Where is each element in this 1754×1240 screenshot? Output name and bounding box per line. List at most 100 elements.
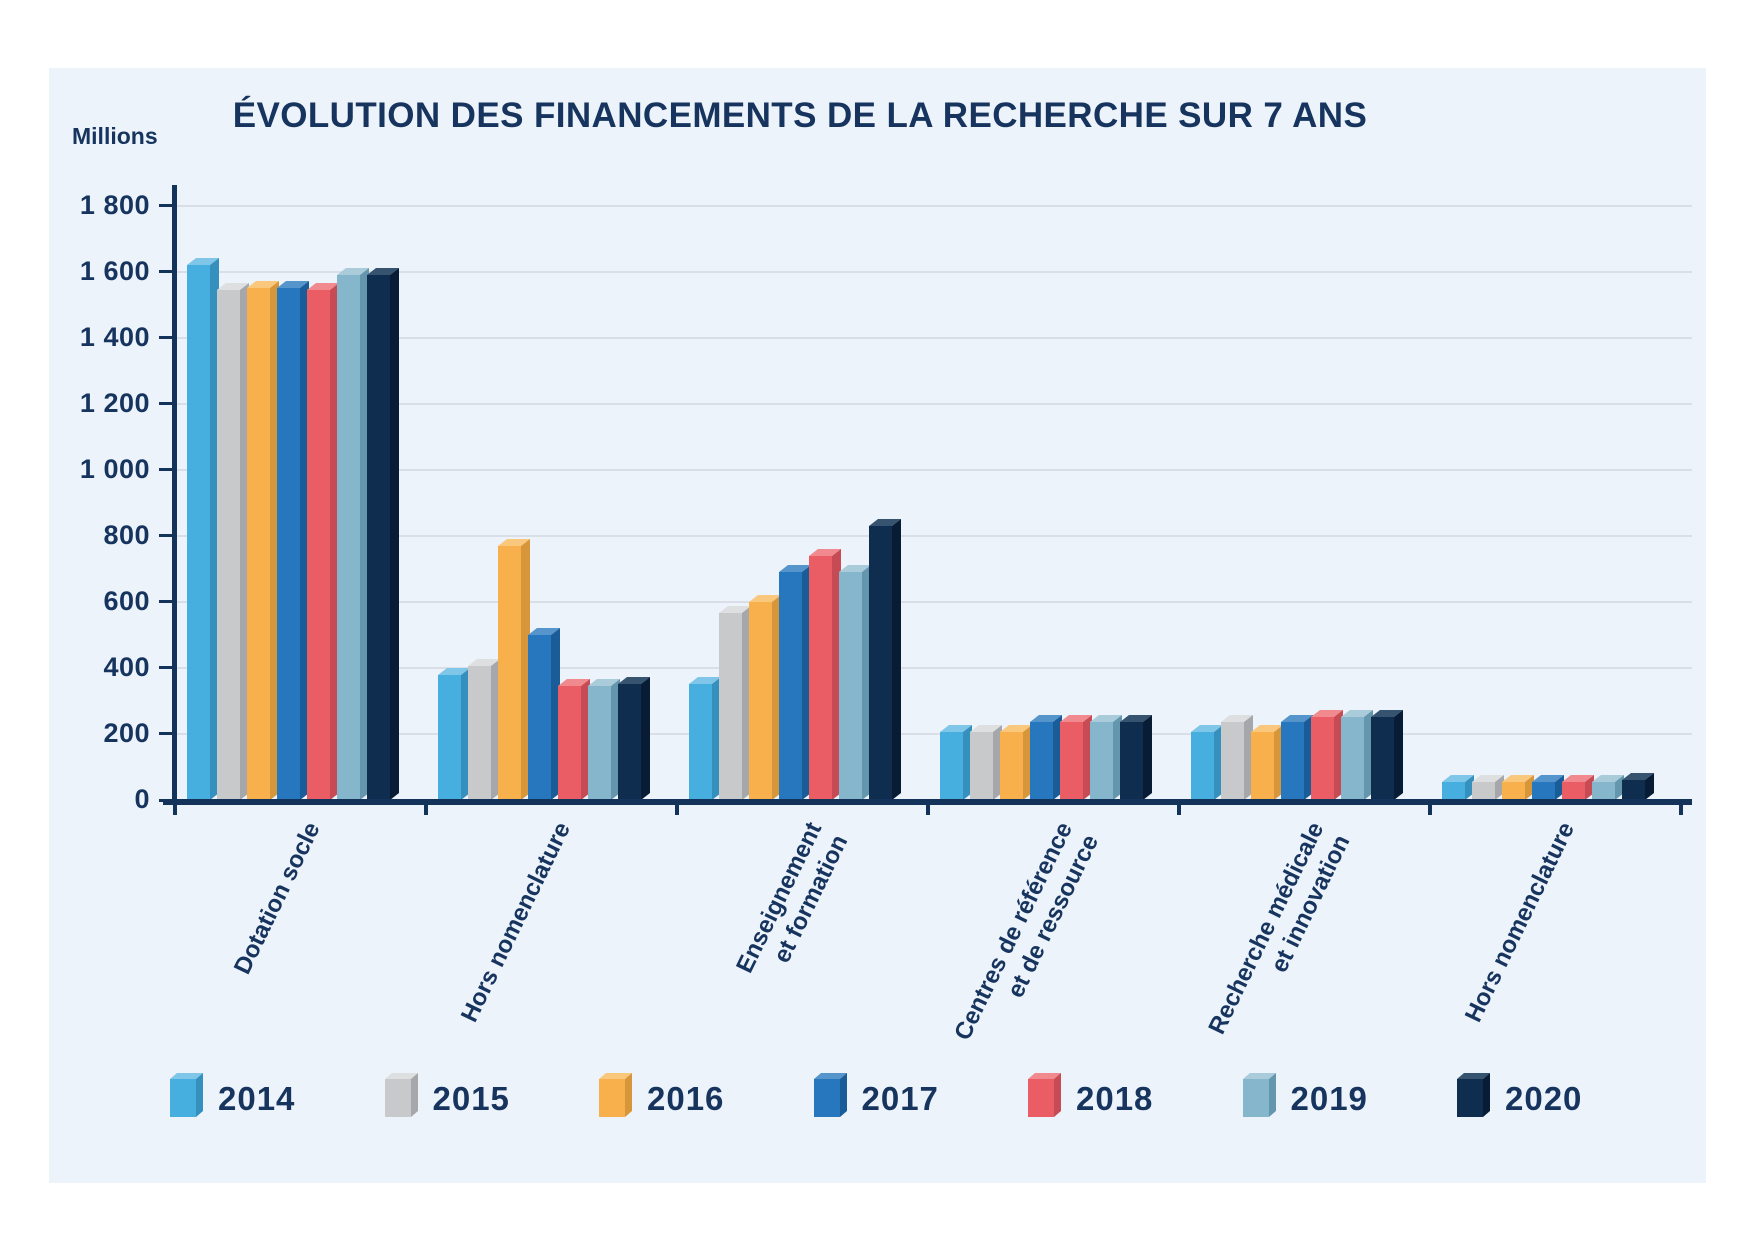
gridline <box>172 204 1692 207</box>
bar-2020-side-face <box>892 519 901 800</box>
bar-2019-front-face <box>839 572 862 800</box>
bar-2014-front-face <box>689 684 712 800</box>
y-tick-label: 1 800 <box>79 189 150 220</box>
y-axis-line <box>172 185 177 805</box>
gridline <box>172 336 1692 339</box>
y-axis-tick <box>159 402 172 406</box>
legend-swatch-2016 <box>599 1072 639 1124</box>
x-category-label: Hors nomenclature <box>1460 818 1581 1027</box>
bar-2019-front-face <box>1592 782 1615 800</box>
legend-label: 2016 <box>647 1080 725 1117</box>
bar-2016-front-face <box>1000 732 1023 800</box>
legend-swatch-2014-side-face <box>196 1073 203 1117</box>
legend-swatch-2016-side-face <box>625 1073 632 1117</box>
legend-swatch-2020-side-face <box>1483 1073 1490 1117</box>
bar-2017-front-face <box>779 572 802 800</box>
legend-swatch-2020 <box>1457 1072 1497 1124</box>
bar-2020-front-face <box>1371 717 1394 800</box>
bar-2017-front-face <box>1281 722 1304 800</box>
bar-2015-front-face <box>468 666 491 800</box>
legend-swatch-2018-front-face <box>1028 1079 1054 1117</box>
bar-2019-front-face <box>588 686 611 800</box>
bar-2014-front-face <box>940 732 963 800</box>
legend-swatch-2019-side-face <box>1268 1073 1276 1117</box>
legend-item-2019: 2019 <box>1242 1072 1453 1128</box>
bar-2015-front-face <box>217 290 240 800</box>
bar-2020-side-face <box>1394 710 1403 800</box>
y-tick-label: 400 <box>103 651 150 682</box>
legend-swatch-2015-side-face <box>410 1073 418 1117</box>
bar-2014-front-face <box>187 265 210 800</box>
x-axis-tick <box>675 799 679 815</box>
legend-swatch-2019 <box>1242 1072 1283 1124</box>
gridline <box>172 732 1692 735</box>
y-tick-label: 1 600 <box>79 255 150 286</box>
bar-2015-front-face <box>970 732 993 800</box>
bar-2018-front-face <box>307 290 330 800</box>
x-category-label: Hors nomenclature <box>456 818 577 1027</box>
bar-2020-front-face <box>367 275 390 800</box>
legend-swatch-2017-side-face <box>839 1073 847 1117</box>
bar-2020-side-face <box>390 268 399 801</box>
bar-2020-side-face <box>641 677 650 800</box>
x-category-label: Enseignement et formation <box>731 818 854 978</box>
bar-2014-front-face <box>1442 782 1465 800</box>
x-category-label: Recherche médicale et innovation <box>1203 818 1356 1039</box>
bar-2019-front-face <box>1090 722 1113 800</box>
x-axis-tick <box>1428 799 1432 815</box>
gridline <box>172 468 1692 471</box>
y-tick-label: 800 <box>103 519 150 550</box>
legend-swatch-2014-front-face <box>170 1079 196 1117</box>
legend-swatch-2020-front-face <box>1457 1079 1483 1117</box>
legend-swatch-2019-front-face <box>1242 1079 1269 1117</box>
bar-2017-front-face <box>528 635 551 800</box>
legend-item-2017: 2017 <box>813 1072 1024 1128</box>
y-tick-label: 200 <box>103 717 150 748</box>
gridline <box>172 666 1692 669</box>
bar-2015-front-face <box>719 613 742 800</box>
y-tick-label: 1 400 <box>79 321 150 352</box>
bar-2016-front-face <box>749 602 772 800</box>
y-axis-tick <box>159 336 172 340</box>
bar-2017-front-face <box>1030 722 1053 800</box>
bar-2019-front-face <box>1341 717 1364 800</box>
bar-2019-front-face <box>337 275 360 800</box>
legend-swatch-2017-front-face <box>813 1079 840 1117</box>
legend-item-2014: 2014 <box>170 1072 380 1128</box>
bar-2020-front-face <box>618 684 641 800</box>
x-category-label: Centres de référence et de ressource <box>949 818 1105 1045</box>
gridline <box>172 270 1692 273</box>
legend-item-2018: 2018 <box>1028 1072 1238 1128</box>
x-axis-tick <box>1177 799 1181 815</box>
legend-item-2015: 2015 <box>384 1072 595 1128</box>
x-axis-tick <box>424 799 428 815</box>
bar-2018-front-face <box>1060 722 1083 800</box>
x-category-label: Dotation socle <box>228 818 326 979</box>
legend-label: 2019 <box>1290 1080 1368 1117</box>
legend-label: 2018 <box>1076 1080 1154 1117</box>
bar-2015-front-face <box>1221 722 1244 800</box>
bar-2016-front-face <box>498 546 521 800</box>
legend-item-2016: 2016 <box>599 1072 809 1128</box>
legend-label: 2017 <box>861 1080 939 1117</box>
y-tick-label: 0 <box>134 784 150 814</box>
y-axis-unit-label: Millions <box>72 123 158 149</box>
bar-2018-front-face <box>1311 717 1334 800</box>
legend-swatch-2015-front-face <box>384 1079 411 1117</box>
bar-2015-front-face <box>1472 782 1495 800</box>
legend-swatch-2017 <box>813 1072 854 1124</box>
bar-2017-front-face <box>277 288 300 800</box>
y-axis-tick <box>159 204 172 208</box>
gridline <box>172 402 1692 405</box>
y-axis-tick <box>159 666 172 670</box>
legend-swatch-2014 <box>170 1072 210 1124</box>
bar-2016-front-face <box>247 288 270 800</box>
y-tick-label: 600 <box>103 585 150 616</box>
legend-item-2020: 2020 <box>1457 1072 1667 1128</box>
bar-2020-front-face <box>1120 722 1143 800</box>
y-axis-tick <box>159 732 172 736</box>
legend-label: 2014 <box>218 1080 296 1117</box>
legend-swatch-2018-side-face <box>1054 1073 1061 1117</box>
chart-title: ÉVOLUTION DES FINANCEMENTS DE LA RECHERC… <box>232 96 1368 135</box>
